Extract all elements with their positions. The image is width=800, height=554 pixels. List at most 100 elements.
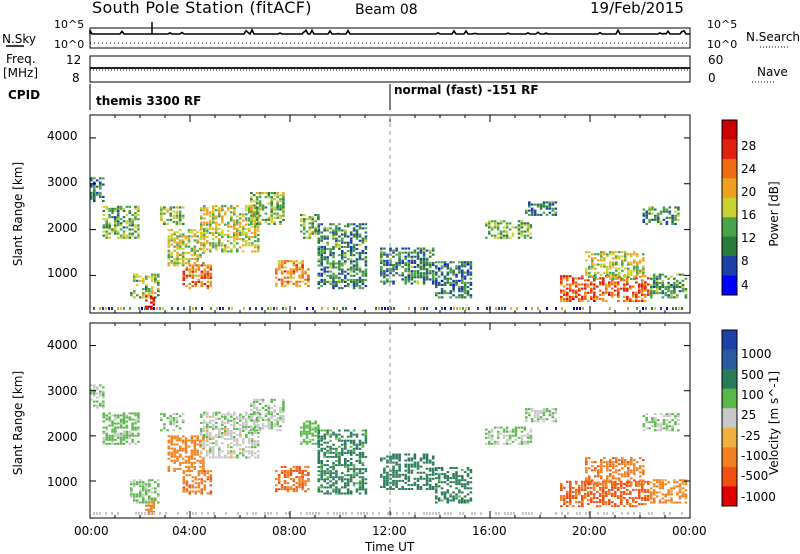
power-echo-cell [173,249,176,252]
power-echo-cell [236,221,239,224]
power-echo-cell [338,235,341,238]
velocity-echo-cell [585,461,588,464]
velocity-echo-cell [317,478,321,481]
power-echo-cell [90,191,93,194]
power-echo-cell [131,228,134,231]
power-echo-cell [352,235,356,238]
power-echo-cell [404,264,407,267]
velocity-echo-cell [212,446,215,449]
power-echo-cell [307,280,310,283]
velocity-echo-cell [221,456,224,459]
velocity-echo-cell [236,444,239,447]
velocity-echo-cell [125,440,129,443]
velocity-near-range-cell [267,512,269,515]
power-echo-cell [626,297,629,300]
velocity-echo-cell [338,488,341,491]
power-echo-cell [119,218,123,221]
velocity-echo-cell [255,419,259,422]
velocity-echo-cell [200,432,203,434]
power-echo-cell [170,253,173,256]
power-echo-cell [641,297,644,300]
power-echo-cell [581,299,584,302]
power-echo-cell [270,216,273,219]
power-echo-cell [499,232,503,235]
velocity-echo-cell [282,409,285,411]
power-echo-cell [413,259,417,262]
power-echo-cell [458,288,461,291]
power-echo-cell [301,268,304,271]
velocity-echo-cell [443,491,447,494]
velocity-near-range-cell [531,512,533,515]
power-echo-cell [603,251,606,254]
power-echo-cell [185,285,189,288]
power-echo-cell [148,294,151,297]
velocity-echo-cell [128,418,132,421]
velocity-echo-cell [295,465,298,468]
power-echo-cell [612,273,615,276]
power-near-range-cell [390,307,392,310]
velocity-echo-cell [514,426,518,429]
velocity-echo-cell [469,499,473,502]
velocity-echo-cell [581,497,584,499]
velocity-echo-cell [239,415,242,418]
velocity-echo-cell [389,473,392,476]
power-echo-cell [252,214,256,217]
power-echo-cell [173,239,176,242]
power-echo-cell [655,286,659,289]
velocity-echo-cell [587,495,590,497]
velocity-near-range-cell [561,512,563,515]
velocity-echo-cell [188,484,192,487]
velocity-echo-cell [566,501,569,504]
velocity-echo-cell [193,465,197,468]
velocity-echo-cell [317,455,321,458]
power-echo-cell [578,283,581,286]
power-echo-cell [578,289,581,292]
power-echo-cell [591,263,594,266]
power-echo-cell [569,289,572,292]
power-echo-cell [190,253,194,256]
power-echo-cell [292,276,296,279]
power-echo-cell [335,280,338,283]
velocity-echo-cell [349,449,353,452]
power-echo-cell [419,261,423,264]
power-echo-cell [264,218,268,221]
power-echo-cell [662,208,666,211]
velocity-echo-cell [514,430,518,433]
velocity-echo-cell [536,416,540,419]
velocity-echo-cell [346,480,350,483]
power-echo-cell [597,271,600,274]
power-echo-cell [239,229,242,232]
velocity-echo-cell [105,428,108,431]
velocity-echo-cell [545,418,549,421]
power-echo-cell [566,275,569,278]
power-echo-cell [529,232,533,235]
velocity-echo-cell [200,434,203,436]
velocity-echo-cell [292,465,296,468]
power-echo-cell [533,203,537,206]
power-echo-cell [681,279,685,282]
velocity-echo-cell [332,488,335,491]
velocity-echo-cell [160,429,163,432]
velocity-echo-cell [236,417,239,420]
power-echo-cell [252,222,256,225]
velocity-echo-cell [392,483,395,486]
power-echo-cell [458,269,461,272]
power-echo-cell [635,281,638,284]
power-echo-cell [326,256,329,259]
velocity-echo-cell [638,490,641,493]
power-echo-cell [563,285,566,288]
velocity-echo-cell [96,386,99,389]
power-echo-cell [642,267,645,270]
velocity-echo-cell [665,419,669,422]
velocity-echo-cell [641,486,644,489]
power-echo-cell [157,281,160,284]
power-echo-cell [650,294,653,297]
velocity-echo-cell [597,469,600,472]
velocity-echo-cell [218,417,221,420]
velocity-echo-cell [134,418,137,421]
velocity-echo-cell [317,470,321,473]
velocity-echo-cell [114,430,117,433]
velocity-echo-cell [652,491,656,494]
velocity-echo-cell [203,411,206,414]
power-echo-cell [254,236,257,239]
